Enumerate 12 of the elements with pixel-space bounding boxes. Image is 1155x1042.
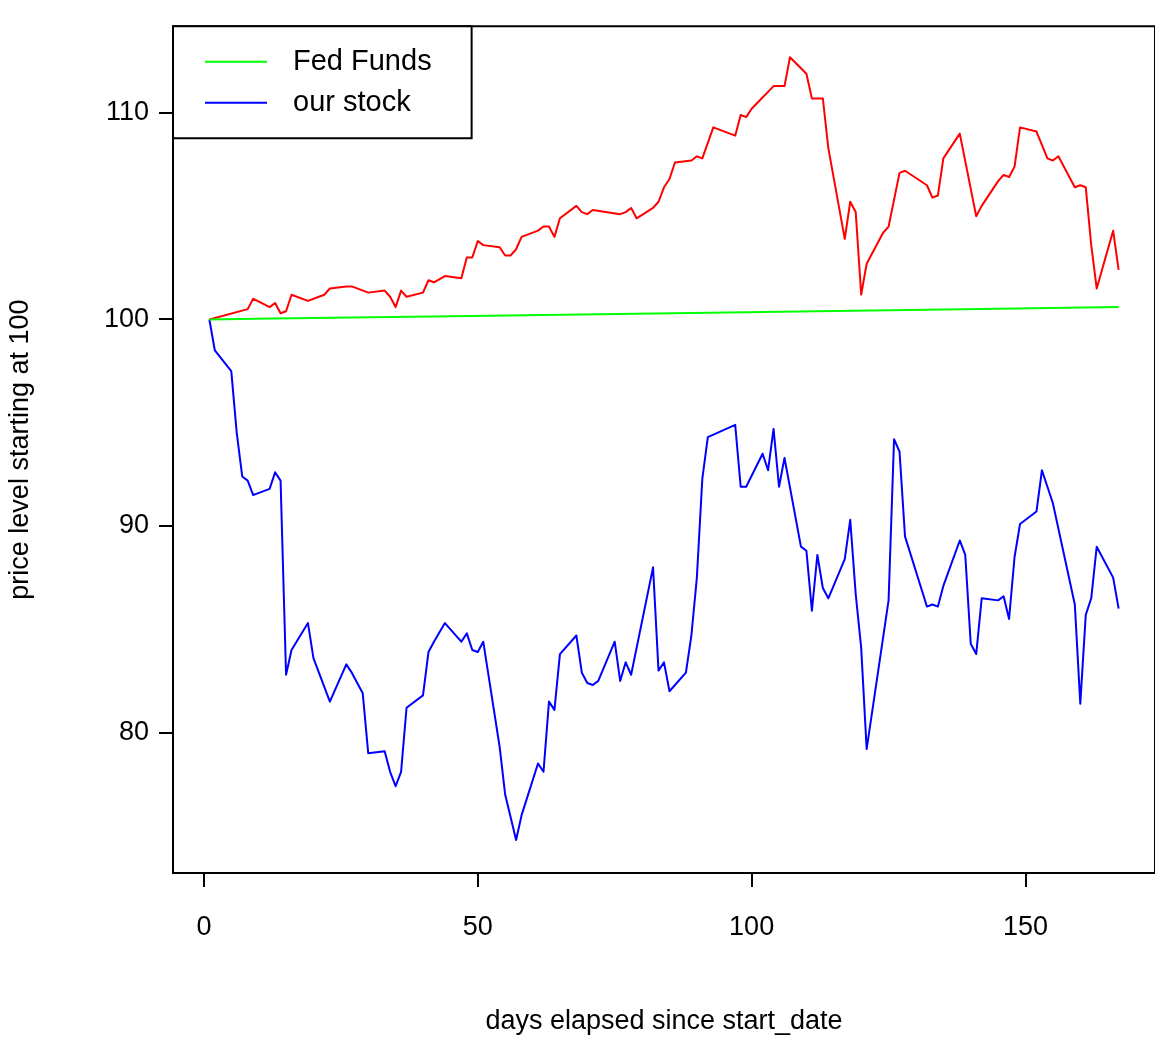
y-tick-label: 80 [118, 716, 149, 747]
y-axis-title: price level starting at 100 [3, 299, 34, 600]
legend-label: our stock [293, 84, 412, 117]
x-tick-label: 50 [462, 910, 493, 941]
x-axis-title: days elapsed since start_date [485, 1005, 843, 1036]
x-tick-label: 100 [729, 910, 775, 941]
legend-label: Fed Funds [293, 43, 432, 76]
y-tick-label: 100 [103, 302, 149, 333]
y-tick-label: 110 [105, 96, 149, 127]
x-tick-label: 0 [196, 910, 212, 941]
y-tick-label: 90 [118, 509, 149, 540]
x-tick-label: 150 [1002, 910, 1049, 941]
